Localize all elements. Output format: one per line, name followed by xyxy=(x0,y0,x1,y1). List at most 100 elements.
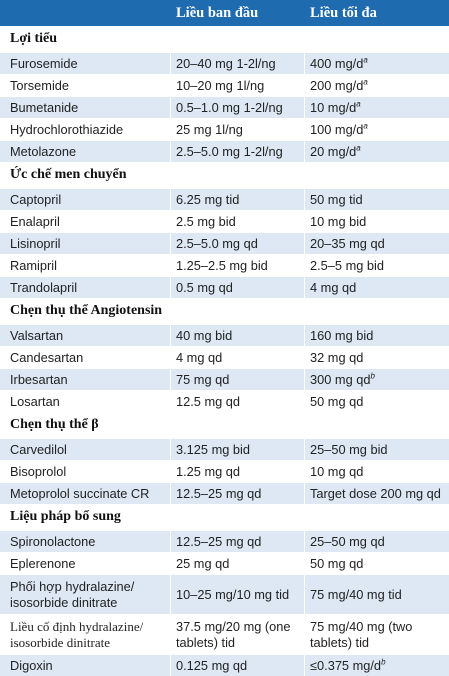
table-row: Captopril 6.25 mg tid 50 mg tid xyxy=(0,188,449,210)
footnote-marker: a xyxy=(363,77,368,87)
max-dose-value: 75 mg/40 mg (two tablets) tid xyxy=(310,618,413,650)
max-dose-value: 25–50 mg qd xyxy=(310,533,385,549)
initial-dose: 2.5–5.0 mg qd xyxy=(176,235,258,251)
column-divider xyxy=(170,483,171,504)
drug-name: Valsartan xyxy=(10,327,64,343)
initial-dose: 10–20 mg 1l/ng xyxy=(176,77,265,93)
table-row: Torsemide 10–20 mg 1l/ng 200 mg/da xyxy=(0,74,449,96)
table-row: Digoxin 0.125 mg qd ≤0.375 mg/db xyxy=(0,654,449,676)
initial-dose: 1.25–2.5 mg bid xyxy=(176,257,268,273)
footnote-marker: a xyxy=(356,99,361,109)
max-dose: 10 mg qd xyxy=(310,464,446,480)
drug-name: Liều cố định hydralazine/ isosorbide din… xyxy=(10,618,144,650)
column-divider xyxy=(170,531,171,552)
initial-dose: 37.5 mg/20 mg (one tablets) tid xyxy=(176,618,291,650)
table-row: Trandolapril 0.5 mg qd 4 mg qd xyxy=(0,276,449,298)
initial-dose: 10–25 mg/10 mg tid xyxy=(176,586,290,602)
max-dose-value: 50 mg tid xyxy=(310,191,363,207)
drug-name: Digoxin xyxy=(10,657,53,673)
footnote-marker: a xyxy=(363,55,368,65)
max-dose-value: Target dose 200 mg qd xyxy=(310,485,441,501)
column-divider xyxy=(304,461,305,482)
column-divider xyxy=(304,347,305,368)
table-row: Bisoprolol 1.25 mg qd 10 mg qd xyxy=(0,460,449,482)
drug-name: Ramipril xyxy=(10,257,57,273)
initial-dose: 25 mg qd xyxy=(176,555,230,571)
table-row: Bumetanide 0.5–1.0 mg 1-2l/ng 10 mg/da xyxy=(0,96,449,118)
column-divider xyxy=(170,553,171,574)
header-max-dose: Liều tối đa xyxy=(310,4,377,21)
max-dose-value: 20–35 mg qd xyxy=(310,235,385,251)
max-dose-value: 200 mg/d xyxy=(310,77,364,93)
max-dose-value: 50 mg qd xyxy=(310,555,364,571)
initial-dose: 40 mg bid xyxy=(176,327,233,343)
column-divider xyxy=(170,391,171,412)
column-divider xyxy=(304,211,305,232)
column-divider xyxy=(170,615,171,654)
table-header: Liều ban đầu Liều tối đa xyxy=(0,0,449,26)
table-row: Metoprolol succinate CR 12.5–25 mg qd Targ… xyxy=(0,482,449,504)
table-body: Lợi tiểu Furosemide 20–40 mg 1-2l/ng 400 mg… xyxy=(0,26,449,676)
max-dose-value: 32 mg qd xyxy=(310,349,364,365)
section-title: Chẹn thụ thể Angiotensin xyxy=(0,298,449,324)
footnote-marker: a xyxy=(363,121,368,131)
drug-name: Losartan xyxy=(10,393,60,409)
drug-name: Bisoprolol xyxy=(10,463,67,479)
column-divider xyxy=(304,531,305,552)
max-dose: 2.5–5 mg bid xyxy=(310,258,446,274)
initial-dose: 2.5–5.0 mg 1-2l/ng xyxy=(176,143,283,159)
max-dose: 25–50 mg bid xyxy=(310,442,446,458)
column-divider xyxy=(304,553,305,574)
initial-dose: 12.5 mg qd xyxy=(176,393,241,409)
section-title: Ức chế men chuyển xyxy=(0,162,449,188)
column-divider xyxy=(304,391,305,412)
max-dose: 300 mg qdb xyxy=(310,372,446,388)
column-divider xyxy=(304,615,305,654)
column-divider xyxy=(170,141,171,162)
column-divider xyxy=(170,97,171,118)
table-row: Enalapril 2.5 mg bid 10 mg bid xyxy=(0,210,449,232)
initial-dose: 2.5 mg bid xyxy=(176,213,236,229)
max-dose-value: 10 mg/d xyxy=(310,99,357,115)
max-dose-value: ≤0.375 mg/d xyxy=(310,657,382,673)
initial-dose: 6.25 mg tid xyxy=(176,191,240,207)
drug-name: Bumetanide xyxy=(10,99,79,115)
max-dose: 400 mg/da xyxy=(310,56,446,72)
column-divider xyxy=(170,233,171,254)
max-dose-value: 160 mg bid xyxy=(310,327,374,343)
max-dose: 20 mg/da xyxy=(310,144,446,160)
max-dose: 100 mg/da xyxy=(310,122,446,138)
max-dose-value: 10 mg qd xyxy=(310,463,364,479)
drug-name: Candesartan xyxy=(10,349,84,365)
drug-name: Phối hợp hydralazine/ isosorbide dinitra… xyxy=(10,578,135,610)
initial-dose: 0.125 mg qd xyxy=(176,657,248,673)
table-row: Lisinopril 2.5–5.0 mg qd 20–35 mg qd xyxy=(0,232,449,254)
max-dose: Target dose 200 mg qd xyxy=(310,486,446,502)
initial-dose: 12.5–25 mg qd xyxy=(176,485,262,501)
max-dose-value: 20 mg/d xyxy=(310,143,357,159)
max-dose-value: 4 mg qd xyxy=(310,279,357,295)
column-divider xyxy=(170,75,171,96)
max-dose: 50 mg qd xyxy=(310,394,446,410)
max-dose-value: 25–50 mg bid xyxy=(310,441,388,457)
max-dose: 32 mg qd xyxy=(310,350,446,366)
max-dose-value: 100 mg/d xyxy=(310,121,364,137)
max-dose-value: 400 mg/d xyxy=(310,55,364,71)
max-dose: 50 mg qd xyxy=(310,556,446,572)
initial-dose: 1.25 mg qd xyxy=(176,463,241,479)
column-divider xyxy=(170,439,171,460)
table-row: Liều cố định hydralazine/ isosorbide din… xyxy=(0,614,449,654)
column-divider xyxy=(304,483,305,504)
column-divider xyxy=(170,369,171,390)
table-row: Metolazone 2.5–5.0 mg 1-2l/ng 20 mg/da xyxy=(0,140,449,162)
column-divider xyxy=(170,53,171,74)
initial-dose: 0.5–1.0 mg 1-2l/ng xyxy=(176,99,283,115)
footnote-marker: a xyxy=(356,143,361,153)
column-divider xyxy=(170,325,171,346)
column-divider xyxy=(304,325,305,346)
drug-name: Furosemide xyxy=(10,55,78,71)
max-dose-value: 75 mg/40 mg tid xyxy=(310,586,402,602)
drug-name: Carvedilol xyxy=(10,441,67,457)
header-initial-dose: Liều ban đầu xyxy=(176,4,259,21)
drug-name: Trandolapril xyxy=(10,279,78,295)
